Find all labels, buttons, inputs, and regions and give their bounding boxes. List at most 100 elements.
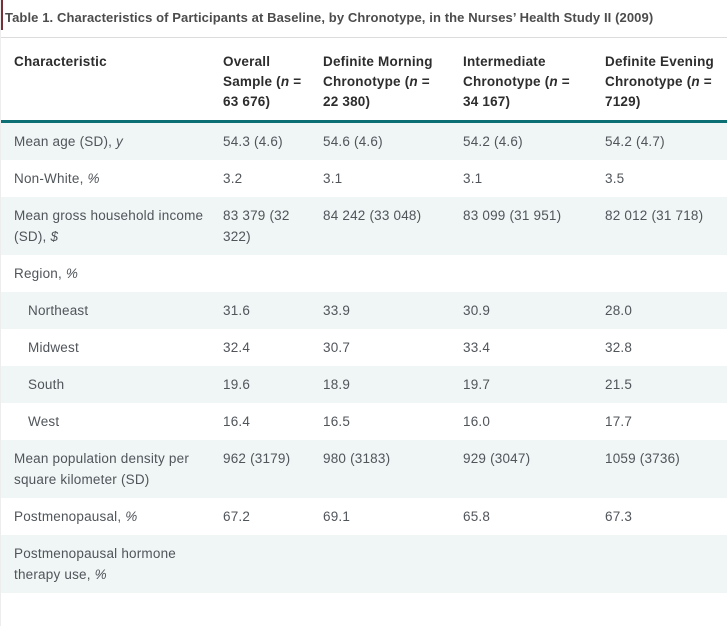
- header-n-symbol: n: [409, 74, 418, 89]
- header-n-symbol: n: [280, 74, 290, 89]
- cell-value: [592, 535, 727, 593]
- cell-value: 16.5: [323, 414, 351, 429]
- cell-value: 17.7: [605, 414, 633, 429]
- cell-value: [210, 535, 310, 593]
- cell-value: 84 242 (33 048): [323, 208, 422, 223]
- cell-value: 54.3 (4.6): [223, 134, 283, 149]
- header-text: = 7129): [605, 74, 712, 109]
- baseline-characteristics-table: Characteristic Overall Sample (n = 63 67…: [1, 37, 727, 593]
- cell-value: 54.2 (4.7): [605, 134, 665, 149]
- cell-value: 30.7: [323, 340, 351, 355]
- cell-value: 3.1: [463, 171, 483, 186]
- row-label-text: Mean gross household income (SD),: [14, 208, 204, 244]
- cell-value: 33.4: [463, 340, 491, 355]
- row-label-text: Mean population density per square kilom…: [14, 451, 190, 487]
- cell-value: 962 (3179): [223, 451, 291, 466]
- cell-value: 33.9: [323, 303, 351, 318]
- cell-value: 67.2: [223, 509, 251, 524]
- header-text: = 22 380): [323, 74, 430, 109]
- table-header: Characteristic Overall Sample (n = 63 67…: [1, 37, 727, 123]
- row-label: Mean gross household income (SD), $: [1, 197, 210, 255]
- cell-value: 28.0: [605, 303, 633, 318]
- cell-value: 3.2: [223, 171, 243, 186]
- table-row: South 19.6 18.9 19.7 21.5: [1, 366, 727, 403]
- table-row: Mean age (SD), y 54.3 (4.6) 54.6 (4.6) 54.2…: [1, 121, 727, 160]
- header-text: Definite Evening Chronotype (: [605, 54, 714, 89]
- table-row: Postmenopausal, % 67.2 69.1 65.8 67.3: [1, 498, 727, 535]
- table-row: West 16.4 16.5 16.0 17.7: [1, 403, 727, 440]
- cell-value: 19.6: [223, 377, 251, 392]
- cell-value: 980 (3183): [323, 451, 391, 466]
- cell-value: 16.0: [463, 414, 491, 429]
- cell-value: 929 (3047): [463, 451, 531, 466]
- row-label-unit: %: [94, 567, 107, 582]
- row-label-text: Postmenopausal,: [14, 509, 126, 524]
- row-label-text: South: [28, 377, 65, 392]
- cell-value: [450, 535, 592, 593]
- row-label-unit: $: [50, 229, 59, 244]
- table-row: Mean gross household income (SD), $83 37…: [1, 197, 727, 255]
- cell-value: 31.6: [223, 303, 251, 318]
- cell-value: [310, 535, 450, 593]
- header-text: = 63 676): [223, 74, 302, 109]
- table-row: Region, %: [1, 255, 727, 292]
- header-n-symbol: n: [549, 74, 558, 89]
- header-text: = 34 167): [463, 74, 570, 109]
- cell-value: 3.1: [323, 171, 343, 186]
- row-label-text: Non-White,: [14, 171, 88, 186]
- cell-value: 3.5: [605, 171, 625, 186]
- cell-value: 65.8: [463, 509, 491, 524]
- cell-value: [450, 255, 592, 292]
- table-row: Non-White, % 3.2 3.1 3.1 3.5: [1, 160, 727, 197]
- table-title: Table 1. Characteristics of Participants…: [5, 10, 654, 25]
- cell-value: 19.7: [463, 377, 491, 392]
- cell-value: 67.3: [605, 509, 633, 524]
- row-label: Non-White, %: [1, 160, 210, 197]
- header-text: Definite Morning Chronotype (: [323, 54, 433, 89]
- row-label-unit: %: [65, 266, 79, 281]
- table-row: Northeast 31.6 33.9 30.9 28.0: [1, 292, 727, 329]
- row-label: Postmenopausal hormone therapy use, %: [1, 535, 210, 593]
- cell-value: 69.1: [323, 509, 351, 524]
- row-label: Midwest: [1, 329, 210, 366]
- header-row: Characteristic Overall Sample (n = 63 67…: [1, 37, 727, 123]
- cell-value: 21.5: [605, 377, 633, 392]
- cell-value: 16.4: [223, 414, 251, 429]
- cell-value: 30.9: [463, 303, 491, 318]
- header-text: Intermediate Chronotype (: [463, 54, 550, 89]
- cell-value: [592, 255, 727, 292]
- row-label-unit: %: [87, 171, 100, 186]
- header-text: Overall Sample (: [223, 54, 281, 89]
- cell-value: 54.2 (4.6): [463, 134, 523, 149]
- cell-value: 83 379 (32 322): [223, 208, 290, 244]
- header-text: Characteristic: [14, 54, 107, 69]
- cell-value: 18.9: [323, 377, 351, 392]
- cell-value: 54.6 (4.6): [323, 134, 383, 149]
- row-label-text: Region,: [14, 266, 66, 281]
- row-label: South: [1, 366, 210, 403]
- row-label: West: [1, 403, 210, 440]
- row-label-text: Midwest: [28, 340, 79, 355]
- cell-value: 32.8: [605, 340, 633, 355]
- row-label-text: Postmenopausal hormone therapy use,: [14, 546, 176, 582]
- col-header-definite-evening: Definite Evening Chronotype (n = 7129): [592, 37, 727, 123]
- row-label-text: Mean age (SD),: [14, 134, 117, 149]
- col-header-overall-sample: Overall Sample (n = 63 676): [210, 37, 310, 123]
- cell-value: 32.4: [223, 340, 251, 355]
- cell-value: 83 099 (31 951): [463, 208, 562, 223]
- row-label: Northeast: [1, 292, 210, 329]
- header-n-symbol: n: [691, 74, 700, 89]
- table-body: Mean age (SD), y 54.3 (4.6) 54.6 (4.6) 54.2…: [1, 121, 727, 593]
- row-label: Mean population density per square kilom…: [1, 440, 210, 498]
- cell-value: [310, 255, 450, 292]
- row-label-unit: y: [116, 134, 123, 149]
- row-label: Region, %: [1, 255, 210, 292]
- accent-bar: [1, 0, 3, 30]
- table-row: Mean population density per square kilom…: [1, 440, 727, 498]
- row-label: Postmenopausal, %: [1, 498, 210, 535]
- table-row: Postmenopausal hormone therapy use, %: [1, 535, 727, 593]
- col-header-intermediate: Intermediate Chronotype (n = 34 167): [450, 37, 592, 123]
- row-label-text: West: [28, 414, 60, 429]
- col-header-definite-morning: Definite Morning Chronotype (n = 22 380): [310, 37, 450, 123]
